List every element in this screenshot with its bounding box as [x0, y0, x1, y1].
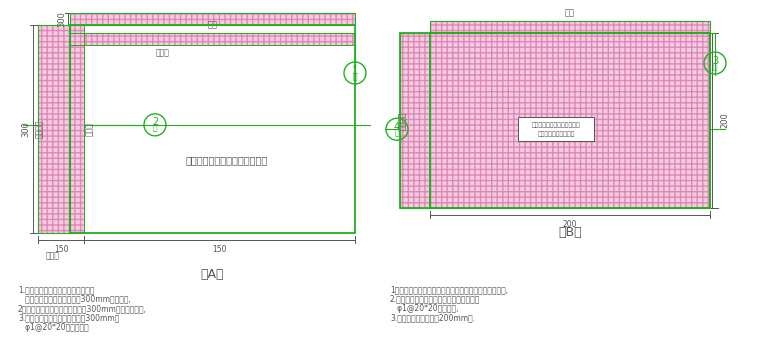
Text: 3.与砼柱、梁、墙相交200mm宽.: 3.与砼柱、梁、墙相交200mm宽. — [390, 313, 475, 323]
Text: 200: 200 — [720, 113, 729, 128]
Bar — [430, 33, 710, 208]
Text: 砼梁: 砼梁 — [565, 8, 575, 17]
Bar — [430, 21, 710, 33]
Text: 蒸压加气砼砌块室内混合砂浆: 蒸压加气砼砌块室内混合砂浆 — [532, 122, 581, 128]
Text: 1: 1 — [352, 66, 358, 76]
Text: 2: 2 — [152, 117, 158, 127]
Text: 200: 200 — [562, 220, 578, 229]
Text: －: － — [353, 72, 357, 81]
Bar — [38, 25, 70, 233]
Text: －: － — [713, 62, 717, 71]
Text: 300: 300 — [57, 11, 66, 27]
Text: φ1@20*20镀锌钢网．: φ1@20*20镀锌钢网． — [18, 323, 89, 332]
Bar — [70, 25, 84, 233]
Bar — [38, 25, 70, 233]
Text: （B）: （B） — [558, 227, 582, 239]
Text: 150: 150 — [54, 245, 68, 254]
Bar — [430, 21, 710, 33]
Text: 1.蒸压加气砼砌块以外各种砌体内墙: 1.蒸压加气砼砌块以外各种砌体内墙 — [18, 285, 94, 294]
Text: 2.蒸压加气砼砌块室内水泥砂浆墙面宜满挂: 2.蒸压加气砼砌块室内水泥砂浆墙面宜满挂 — [390, 294, 480, 304]
Bar — [430, 33, 710, 208]
Text: －: － — [394, 128, 399, 137]
Bar — [70, 33, 355, 45]
Text: 4: 4 — [394, 122, 400, 132]
Text: 300: 300 — [21, 121, 30, 137]
Bar — [400, 33, 430, 208]
Bar — [70, 13, 355, 25]
Text: －: － — [153, 124, 157, 133]
Text: （A）: （A） — [201, 269, 224, 281]
Text: φ1@20*20镀锌钢网,: φ1@20*20镀锌钢网, — [390, 304, 458, 313]
Text: 均在不同材料界面处，增宽300mm宽加强网,: 均在不同材料界面处，增宽300mm宽加强网, — [18, 294, 131, 304]
Text: 蒸压加气砼砌块以外各种砌体墙: 蒸压加气砼砌块以外各种砌体墙 — [185, 155, 268, 165]
Text: 加强网: 加强网 — [46, 251, 60, 260]
Bar — [518, 117, 594, 141]
Text: 1．蒸压加气砼砌块室内混合砂浆墙面均满挂耐碱玻纤网,: 1．蒸压加气砼砌块室内混合砂浆墙面均满挂耐碱玻纤网, — [390, 285, 508, 294]
Bar — [70, 13, 355, 25]
Text: 加强网: 加强网 — [85, 122, 94, 136]
Text: 加强网: 加强网 — [156, 48, 169, 57]
Bar — [70, 33, 355, 45]
Bar — [70, 25, 355, 233]
Text: 砼柱或墙: 砼柱或墙 — [34, 120, 43, 138]
Text: 150: 150 — [212, 245, 226, 254]
Text: 3.若设计为水泥砂浆墙面，宜挂300mm宽: 3.若设计为水泥砂浆墙面，宜挂300mm宽 — [18, 313, 119, 323]
Text: 砼柱或墙: 砼柱或墙 — [397, 111, 407, 130]
Text: 3: 3 — [712, 55, 718, 66]
Text: 墙面均满挂耐碱玻纤网: 墙面均满挂耐碱玻纤网 — [537, 131, 575, 137]
Bar — [400, 33, 430, 208]
Text: 砼梁: 砼梁 — [207, 20, 217, 29]
Bar — [400, 33, 710, 208]
Bar — [70, 25, 84, 233]
Text: 2．若设计为混合砂浆墙面，宜挂300mm宽耐碱玻纤网,: 2．若设计为混合砂浆墙面，宜挂300mm宽耐碱玻纤网, — [18, 304, 147, 313]
